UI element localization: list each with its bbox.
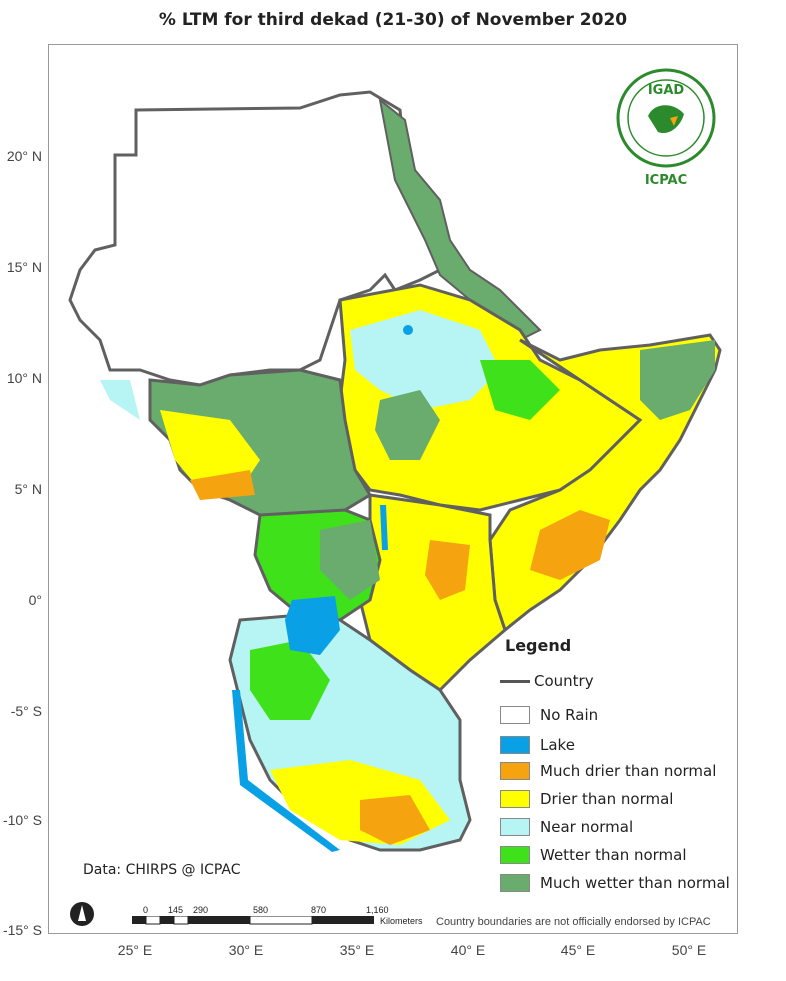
swatch-no-rain [500,706,530,724]
scale-label-290: 290 [193,905,209,915]
ethiopia-near-normal [350,310,500,410]
lat-label-15s: -15° S [2,922,42,938]
map-title: % LTM for third dekad (21-30) of Novembe… [158,10,628,30]
somalia-much-wetter [640,340,715,420]
swatch-drier [500,790,530,808]
swatch-much-drier [500,762,530,780]
legend-label-lake: Lake [540,736,575,754]
lon-label-30e: 30° E [228,942,264,958]
tanzania-drier-patches [360,795,430,845]
scale-label-580: 580 [253,905,269,915]
swatch-wetter [500,846,530,864]
swatch-lake [500,736,530,754]
lon-label-35e: 35° E [339,942,375,958]
scale-label-145: 145 [168,905,184,915]
lon-label-50e: 50° E [671,942,707,958]
legend-label-drier: Drier than normal [540,790,674,808]
legend-item-no-rain: No Rain [500,706,598,724]
scale-bar [132,916,374,925]
lon-label-45e: 45° E [560,942,596,958]
eritrea-region [378,97,542,342]
legend-label-no-rain: No Rain [540,706,599,724]
lat-label-10n: 10° N [6,370,42,386]
legend-label-much-drier: Much drier than normal [540,762,717,780]
legend-item-much-drier: Much drier than normal [500,762,716,780]
ethiopia-much-wetter [375,390,440,460]
uganda-much-wetter [320,520,380,600]
legend-country-label: Country [534,672,594,690]
kenya-much-drier [425,540,470,600]
legend-item-wetter: Wetter than normal [500,846,687,864]
legend-item-much-wetter: Much wetter than normal [500,874,730,892]
legend-label-near-normal: Near normal [540,818,634,836]
chad-edge [100,380,140,420]
lake-victoria [285,596,340,655]
lat-label-5n: 5° N [14,481,42,497]
lat-label-0: 0° [28,592,42,608]
legend-item-drier: Drier than normal [500,790,673,808]
disclaimer: Country boundaries are not officially en… [436,916,711,928]
legend-label-much-wetter: Much wetter than normal [540,874,730,892]
somalia-much-drier [530,510,610,580]
scale-unit: Kilometers [380,916,423,926]
south-sudan-yellow [160,410,260,490]
logo-org-text: IGAD [648,83,685,98]
ethiopia-wetter [480,360,560,420]
lon-label-25e: 25° E [117,942,153,958]
swatch-near-normal [500,818,530,836]
scale-label-1160: 1,160 [366,905,389,915]
legend-label-wetter: Wetter than normal [540,846,687,864]
lon-label-40e: 40° E [450,942,486,958]
swatch-much-wetter [500,874,530,892]
legend-item-near-normal: Near normal [500,818,633,836]
legend-item-lake: Lake [500,736,575,754]
data-credit: Data: CHIRPS @ ICPAC [83,862,241,878]
legend-title: Legend [505,636,572,655]
igad-logo: IGAD [616,68,716,168]
north-arrow-icon [70,902,94,926]
scale-label-870: 870 [311,905,327,915]
south-sudan-drier-strip [190,470,255,500]
lake-tana [403,325,413,335]
logo-sub-text: ICPAC [644,173,688,188]
tanzania-wetter [250,640,330,720]
lat-label-5s: -5° S [10,703,42,719]
lat-label-15n: 15° N [6,259,42,275]
scale-label-0: 0 [143,905,149,915]
country-line-icon [500,679,530,683]
legend-country-row: Country [500,672,594,690]
lat-label-10s: -10° S [2,812,42,828]
lake-turkana [380,505,388,550]
lat-label-20n: 20° N [6,148,42,164]
map-frame [48,44,738,934]
